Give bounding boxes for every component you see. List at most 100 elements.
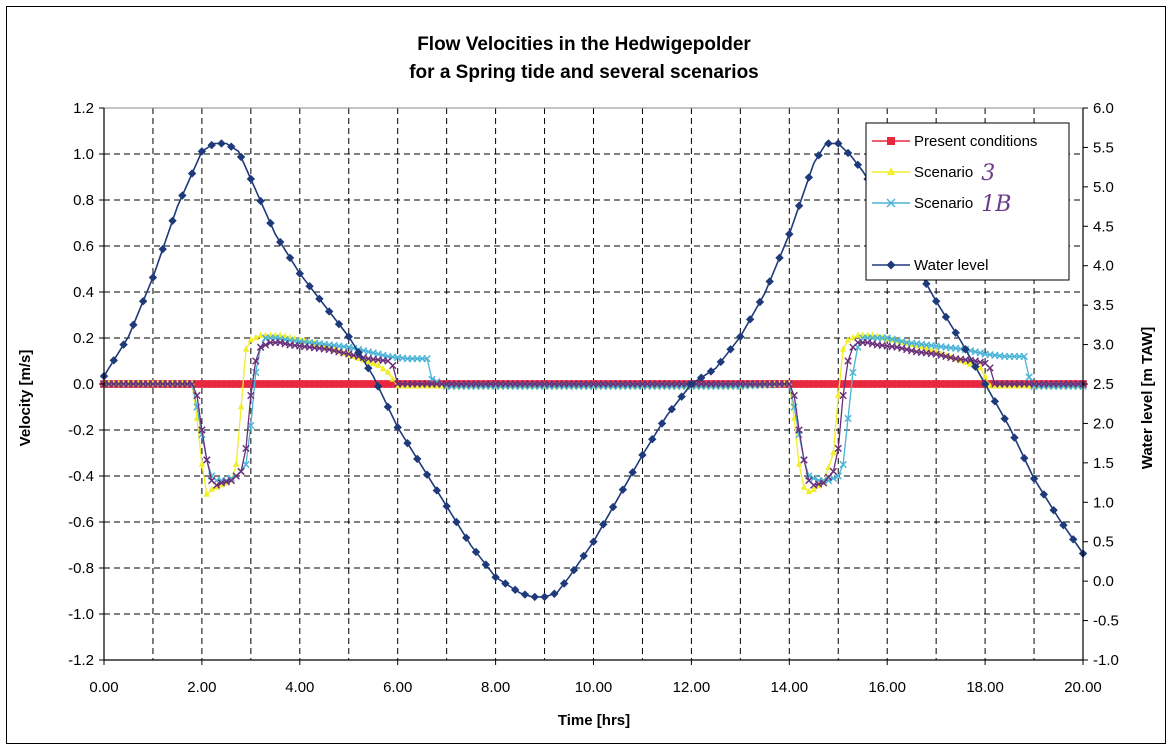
series-point xyxy=(579,551,588,561)
series-point xyxy=(109,356,118,365)
series-point xyxy=(373,382,383,391)
x-tick-label: 16.00 xyxy=(868,679,906,696)
series-point xyxy=(271,380,280,388)
series-point xyxy=(355,354,362,361)
series-point-stroke xyxy=(252,357,260,365)
y-tick-label: 0.0 xyxy=(73,376,94,393)
series-point xyxy=(217,139,226,148)
series-point xyxy=(359,380,368,388)
legend-swatch-marker-stroke xyxy=(886,198,896,208)
series-point xyxy=(198,426,206,434)
series-point xyxy=(971,362,980,371)
series-point xyxy=(393,423,402,432)
series-point xyxy=(716,357,725,367)
series-point xyxy=(706,367,716,376)
series-point xyxy=(805,487,813,495)
series-point xyxy=(257,331,264,338)
series-point xyxy=(775,253,784,263)
chart-subtitle: for a Spring tide and several scenarios xyxy=(409,62,759,83)
y2-tick-label: 5.5 xyxy=(1093,139,1114,156)
y-tick-label: 0.2 xyxy=(73,330,94,347)
series-point xyxy=(868,380,877,388)
series-point xyxy=(256,196,265,206)
series-point xyxy=(839,460,847,469)
series-point xyxy=(285,253,295,263)
series-point xyxy=(471,547,481,557)
series-point xyxy=(794,201,804,210)
series-point xyxy=(202,380,211,388)
series-point xyxy=(1020,453,1029,463)
series-point-stroke xyxy=(423,355,431,363)
y2-tick-label: 3.5 xyxy=(1093,297,1114,314)
x-axis-label: Time [hrs] xyxy=(558,712,630,729)
series-point xyxy=(364,380,373,388)
legend-label: Present conditions xyxy=(914,133,1037,150)
y2-tick-label: 0.5 xyxy=(1093,534,1114,551)
series-point xyxy=(462,533,471,542)
series-point xyxy=(638,450,647,460)
series-point xyxy=(296,380,304,388)
series-point-stroke xyxy=(829,467,838,476)
series-point xyxy=(967,360,974,367)
x-tick-label: 0.00 xyxy=(89,679,118,696)
series-point xyxy=(795,380,803,388)
series-point xyxy=(814,151,823,160)
series-point xyxy=(330,380,338,388)
series-point xyxy=(907,380,916,388)
series-point xyxy=(310,380,319,388)
series-point xyxy=(383,402,393,412)
series-point xyxy=(809,380,818,388)
x-tick-label: 14.00 xyxy=(771,679,809,696)
series-point xyxy=(824,380,833,388)
series-point xyxy=(800,483,808,490)
series-point xyxy=(334,319,344,329)
series-point xyxy=(628,468,637,477)
series-point xyxy=(599,520,608,529)
series-point xyxy=(917,380,926,388)
series-point-stroke xyxy=(212,481,221,489)
series-point-stroke xyxy=(203,456,211,464)
y-tick-label: 1.0 xyxy=(73,146,94,163)
series-point xyxy=(276,237,285,247)
series-point xyxy=(839,380,847,388)
series-point xyxy=(369,380,378,388)
series-point xyxy=(589,537,598,546)
series-point xyxy=(550,589,559,598)
series-point xyxy=(193,391,201,400)
y2-tick-label: 2.0 xyxy=(1093,415,1114,432)
series-point-stroke xyxy=(198,426,206,434)
series-point xyxy=(227,474,235,482)
series-point xyxy=(203,456,211,464)
series-point xyxy=(119,340,128,349)
series-point xyxy=(365,357,372,365)
legend-swatch-marker xyxy=(886,198,896,208)
series-point xyxy=(966,380,975,388)
x-tick-label: 10.00 xyxy=(575,679,613,696)
series-point xyxy=(1059,520,1068,530)
series-point xyxy=(898,380,906,388)
y2-tick-label: 6.0 xyxy=(1093,100,1114,117)
series-point xyxy=(755,297,765,307)
series-point-stroke xyxy=(389,361,397,370)
series-point xyxy=(883,380,891,388)
series-point xyxy=(403,438,412,448)
series-point-stroke xyxy=(790,391,798,400)
series-point xyxy=(222,380,231,388)
series-point xyxy=(932,380,940,388)
series-point-stroke xyxy=(810,474,818,482)
series-point xyxy=(810,485,817,492)
y2-tick-label: -1.0 xyxy=(1093,652,1119,669)
series-point xyxy=(795,426,803,434)
series-point xyxy=(227,142,236,151)
series-point xyxy=(804,173,814,182)
series-point xyxy=(300,380,309,388)
legend-label: Water level xyxy=(914,257,988,274)
series-point-stroke xyxy=(193,391,201,400)
series-point xyxy=(198,380,206,388)
series-point xyxy=(389,380,397,388)
series-point xyxy=(364,364,373,373)
series-point xyxy=(824,139,833,148)
series-point xyxy=(207,380,216,388)
series-point xyxy=(800,456,808,464)
x-tick-label: 2.00 xyxy=(187,679,216,696)
